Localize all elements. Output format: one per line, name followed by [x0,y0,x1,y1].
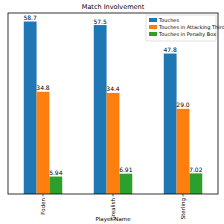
plot-frame [8,13,218,194]
legend: TouchesTouches in Attacking ThirdTouches… [146,15,224,41]
legend-label: Touches [158,17,179,23]
chart: Match Involvement 58.7 57.5 47.8 34.8 34.4 29.… [0,0,224,224]
x-tick [113,194,114,197]
bar [37,92,50,194]
bars [24,22,203,194]
x-tick-label: Sterling [180,198,187,219]
data-label: 7.02 [189,166,203,173]
title: Match Involvement [82,3,145,11]
legend-label: Touches in Penalty Box [158,31,216,38]
legend-swatch [149,18,157,22]
data-label: 6.91 [119,166,133,173]
data-label: 58.7 [23,14,37,21]
bar [164,54,177,194]
legend-label: Touches in Attacking Third [158,24,224,31]
bar [94,25,107,194]
bar [119,174,132,194]
bar [107,93,120,194]
bar [49,177,62,194]
data-label: 29.0 [176,101,190,108]
data-label: 47.8 [163,46,177,53]
x-tick [183,194,184,197]
x-axis-label: Player Name [95,216,131,223]
legend-swatch [149,25,157,29]
data-label: 57.5 [93,18,107,25]
data-label: 34.4 [106,85,120,92]
x-tick-label: Foden [40,197,46,214]
x-tick [43,194,44,197]
data-label: 34.8 [36,84,50,91]
legend-swatch [149,32,157,36]
bar [24,22,37,194]
bar [177,109,190,194]
bar [189,173,202,194]
data-label: 5.94 [49,169,63,176]
